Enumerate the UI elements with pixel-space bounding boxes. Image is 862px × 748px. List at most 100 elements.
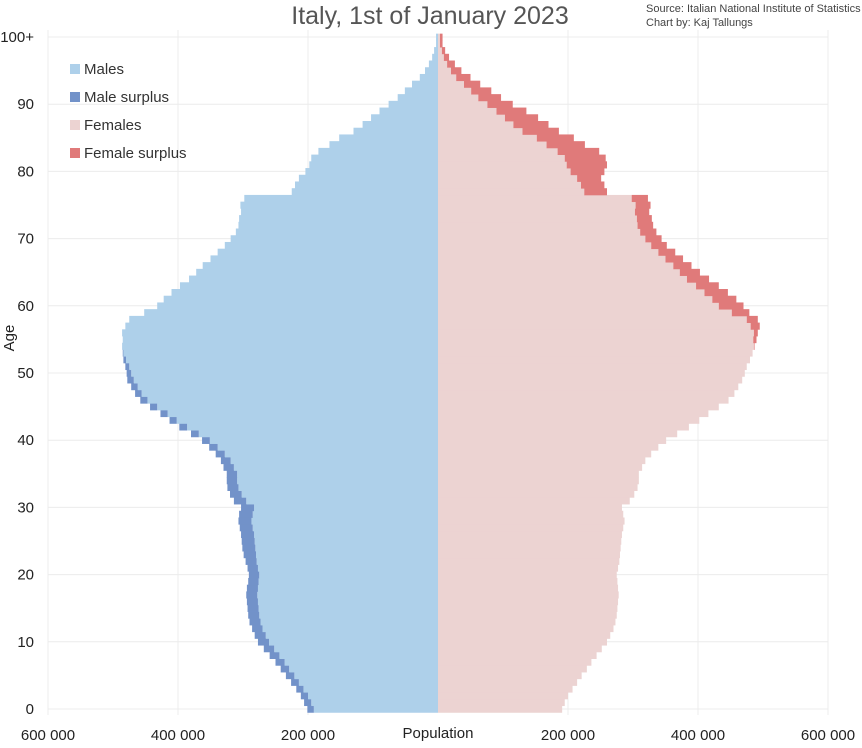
- bar-male-age-44: [167, 409, 438, 418]
- bar-male-surplus-age-23: [243, 551, 256, 559]
- bar-female-age-15: [438, 604, 618, 612]
- bar-female-age-46: [438, 396, 729, 404]
- bar-male-age-85: [339, 134, 438, 142]
- bar-female-surplus-age-72: [637, 221, 654, 229]
- bar-male-age-32: [241, 490, 438, 498]
- bar-male-age-38: [224, 450, 438, 458]
- bar-female-age-7: [438, 658, 592, 666]
- bar-female-age-90: [438, 100, 488, 108]
- bar-female-age-13: [438, 618, 616, 626]
- x-tick-label: 400 000: [151, 727, 205, 744]
- bar-female-age-75: [438, 201, 636, 209]
- bar-male-age-83: [318, 147, 438, 155]
- bar-male-age-100: [436, 33, 438, 41]
- bar-female-age-45: [438, 403, 719, 411]
- bar-male-surplus-age-40: [202, 436, 210, 444]
- bar-female-age-89: [438, 107, 497, 115]
- bar-female-age-78: [438, 181, 581, 189]
- bar-male-surplus-age-2: [300, 692, 308, 700]
- bar-male-age-60: [157, 302, 438, 310]
- bar-male-age-61: [163, 295, 438, 303]
- bar-male-surplus-age-11: [254, 631, 266, 639]
- bar-female-age-0: [438, 705, 563, 713]
- legend-swatch-males: [70, 64, 80, 74]
- bar-male-age-76: [244, 194, 438, 203]
- bar-female-surplus-age-78: [581, 181, 605, 189]
- bar-female-age-36: [438, 463, 643, 471]
- bar-male-age-45: [157, 403, 438, 411]
- bar-female-age-42: [438, 423, 689, 431]
- bar-male-surplus-age-10: [257, 638, 269, 646]
- bar-male-surplus-age-35: [226, 470, 238, 478]
- bar-female-surplus-age-79: [577, 174, 602, 182]
- legend-swatch-female-surplus: [70, 148, 80, 158]
- bar-female-surplus-age-85: [536, 134, 574, 142]
- bar-male-age-30: [254, 504, 438, 512]
- bar-male-age-46: [147, 396, 438, 404]
- bar-male-age-25: [254, 537, 438, 545]
- bar-male-age-74: [241, 208, 438, 216]
- y-tick-label: 40: [17, 432, 34, 449]
- bar-female-age-56: [438, 329, 754, 337]
- bar-male-surplus-age-4: [291, 678, 299, 686]
- bar-female-age-93: [438, 80, 464, 88]
- legend-swatch-male-surplus: [70, 92, 80, 102]
- bar-male-surplus-age-19: [248, 577, 259, 586]
- bar-male-age-67: [210, 255, 438, 263]
- bar-male-age-42: [187, 423, 438, 431]
- bar-female-age-83: [438, 147, 558, 155]
- bar-male-surplus-age-41: [191, 430, 199, 438]
- bar-female-surplus-age-99: [439, 40, 443, 48]
- bar-female-age-21: [438, 564, 619, 572]
- bar-female-surplus-age-80: [570, 168, 605, 176]
- bar-male-age-92: [404, 87, 438, 95]
- bar-male-surplus-age-29: [239, 510, 253, 518]
- bar-male-age-88: [371, 114, 438, 122]
- x-tick-label: 600 000: [801, 727, 855, 744]
- bar-female-surplus-age-58: [746, 315, 758, 323]
- bar-male-age-7: [284, 658, 438, 666]
- bar-female-surplus-age-95: [451, 67, 462, 75]
- bar-female-surplus-age-87: [513, 121, 549, 129]
- bar-male-surplus-age-28: [238, 517, 252, 525]
- bar-female-surplus-age-54: [753, 342, 755, 350]
- y-tick-label: 70: [17, 231, 34, 248]
- bar-male-age-69: [224, 241, 438, 250]
- bar-male-age-86: [353, 127, 438, 135]
- bar-male-age-63: [179, 282, 438, 290]
- bar-female-surplus-age-68: [658, 248, 676, 256]
- bars-layer: [122, 33, 760, 713]
- bar-male-surplus-age-26: [241, 530, 255, 539]
- bar-male-age-34: [237, 477, 438, 485]
- bar-female-surplus-age-94: [456, 73, 471, 82]
- bar-male-surplus-age-16: [246, 598, 258, 606]
- bar-female-surplus-age-77: [584, 188, 607, 196]
- bar-male-surplus-age-47: [135, 389, 142, 397]
- bar-male-surplus-age-44: [160, 409, 168, 418]
- bar-female-surplus-age-71: [640, 228, 657, 236]
- bar-female-age-28: [438, 517, 625, 525]
- bar-female-surplus-age-92: [471, 87, 492, 95]
- bar-male-surplus-age-39: [209, 443, 218, 451]
- bar-female-age-29: [438, 510, 624, 518]
- bar-male-surplus-age-15: [247, 604, 259, 612]
- bar-male-age-89: [379, 107, 438, 115]
- bar-male-age-36: [233, 463, 438, 471]
- bar-female-surplus-age-89: [496, 107, 527, 115]
- bar-female-age-76: [438, 194, 632, 203]
- bar-male-age-98: [434, 47, 438, 55]
- bar-male-age-59: [144, 309, 438, 317]
- bar-female-age-65: [438, 268, 680, 276]
- bar-male-age-68: [217, 248, 438, 256]
- bar-female-surplus-age-73: [636, 215, 652, 223]
- bar-female-surplus-age-60: [718, 302, 744, 310]
- bar-male-age-48: [137, 383, 438, 391]
- bar-male-age-53: [123, 349, 439, 357]
- bar-male-age-91: [397, 94, 438, 102]
- bar-male-age-77: [291, 188, 438, 196]
- bar-female-age-44: [438, 409, 709, 418]
- bar-male-surplus-age-24: [242, 544, 256, 552]
- bar-female-surplus-age-66: [673, 262, 692, 270]
- bar-male-surplus-age-43: [169, 416, 177, 424]
- legend-item-female-surplus: Female surplus: [70, 145, 187, 162]
